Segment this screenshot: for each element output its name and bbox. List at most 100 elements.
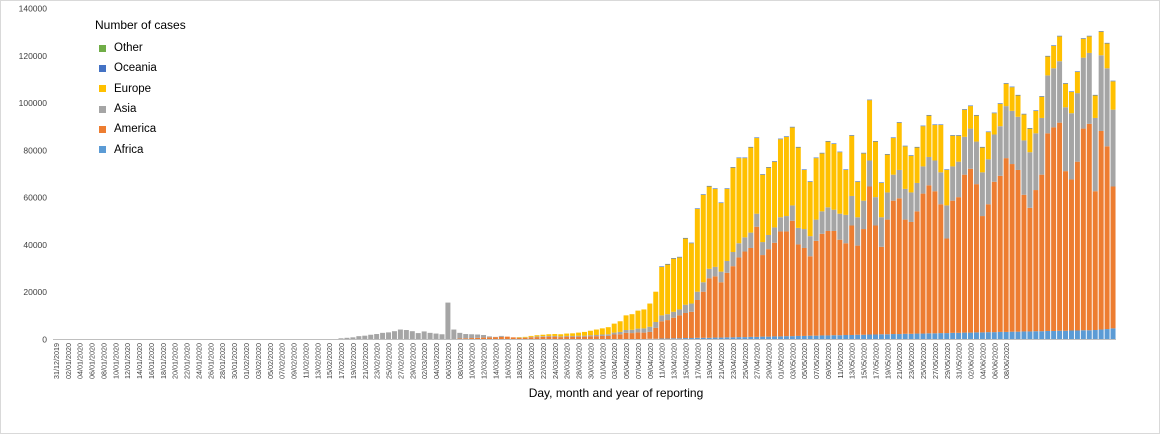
x-tick-label: 25/05/2020 (919, 343, 928, 379)
bar-europe (849, 135, 855, 196)
bar-america (997, 175, 1003, 332)
bar-europe (872, 141, 878, 198)
y-tick-label: 80000 (23, 145, 47, 155)
bar-asia (867, 160, 873, 187)
bar-america (718, 282, 724, 338)
legend-item-other: Other (95, 38, 186, 58)
bar-america (736, 257, 742, 338)
bar-africa (712, 337, 718, 339)
bar-asia (469, 334, 475, 339)
bar-africa (1009, 331, 1015, 339)
bar-america (498, 336, 504, 339)
bar-asia (801, 229, 807, 248)
bar-africa (849, 334, 855, 339)
bar-oceania (956, 135, 962, 136)
x-tick-label: 29/04/2020 (765, 343, 774, 379)
x-tick-label: 11/05/2020 (836, 343, 845, 378)
bar-america (831, 230, 837, 336)
legend-item-america: America (95, 119, 186, 139)
bar-america (700, 291, 706, 338)
bar-oceania (706, 185, 712, 187)
x-tick-label: 10/03/2020 (468, 343, 477, 379)
bar-asia (789, 205, 795, 221)
bar-africa (908, 333, 914, 339)
bar-africa (742, 337, 748, 339)
bar-africa (920, 333, 926, 339)
bar-america (772, 242, 778, 337)
bar-asia (700, 282, 706, 292)
bar-america (825, 230, 831, 336)
bar-america (872, 225, 878, 335)
bar-america (1068, 179, 1074, 331)
x-tick-label: 18/03/2020 (515, 343, 524, 379)
bar-oceania (813, 157, 819, 159)
bar-asia (1110, 109, 1116, 187)
bar-asia (688, 303, 694, 312)
bar-africa (884, 334, 890, 339)
x-tick-label: 06/01/2020 (88, 343, 97, 379)
x-tick-label: 04/01/2020 (76, 343, 85, 379)
x-tick-label: 15/05/2020 (860, 343, 869, 379)
bar-europe (902, 146, 908, 189)
bar-africa (837, 335, 843, 339)
bar-america (914, 211, 920, 334)
bar-europe (712, 188, 718, 267)
bar-oceania (979, 146, 985, 148)
bar-africa (795, 335, 801, 339)
bar-asia (397, 329, 403, 339)
bar-america (795, 244, 801, 336)
bar-america (492, 337, 498, 339)
bar-oceania (950, 135, 956, 136)
bar-europe (920, 126, 926, 167)
bar-asia (1027, 152, 1033, 208)
bar-europe (718, 203, 724, 272)
x-tick-label: 03/05/2020 (788, 343, 797, 379)
x-tick-label: 06/03/2020 (444, 343, 453, 379)
bar-oceania (1033, 110, 1039, 111)
bar-asia (742, 237, 748, 252)
x-tick-label: 07/02/2020 (278, 343, 287, 379)
bar-europe (629, 314, 635, 330)
x-tick-label: 12/01/2020 (123, 343, 132, 379)
bar-america (956, 197, 962, 333)
bar-asia (374, 334, 380, 339)
bar-asia (760, 242, 766, 256)
bar-africa (1104, 329, 1110, 339)
bar-asia (629, 329, 635, 334)
bar-asia (706, 268, 712, 279)
bar-asia (338, 338, 344, 339)
y-tick-label: 140000 (19, 4, 48, 14)
bar-europe (534, 335, 540, 337)
bar-america (552, 336, 558, 339)
bar-america (1051, 127, 1057, 331)
bar-america (623, 332, 629, 339)
bar-america (777, 231, 783, 337)
bar-europe (1110, 81, 1116, 110)
bar-asia (825, 207, 831, 231)
bar-oceania (997, 103, 1003, 104)
legend-swatch-america (99, 125, 106, 133)
bar-africa (950, 332, 956, 339)
bar-asia (540, 336, 546, 337)
bar-africa (926, 333, 932, 339)
bar-america (932, 191, 938, 334)
bar-oceania (849, 135, 855, 136)
bar-asia (380, 332, 386, 339)
bar-europe (914, 147, 920, 183)
bar-europe (724, 188, 730, 261)
bar-america (534, 337, 540, 339)
bar-oceania (712, 188, 718, 189)
bar-asia (968, 128, 973, 169)
x-tick-label: 08/06/2020 (1002, 343, 1011, 379)
bar-africa (1110, 328, 1116, 339)
bar-oceania (985, 131, 991, 133)
bar-america (611, 334, 617, 339)
bar-america (677, 315, 683, 339)
x-tick-label: 05/02/2020 (266, 343, 275, 379)
x-tick-label: 08/01/2020 (99, 343, 108, 379)
bar-africa (736, 337, 742, 339)
bar-africa (1003, 331, 1009, 339)
bar-asia (558, 336, 564, 338)
bar-asia (421, 331, 427, 339)
bar-europe (985, 132, 991, 160)
